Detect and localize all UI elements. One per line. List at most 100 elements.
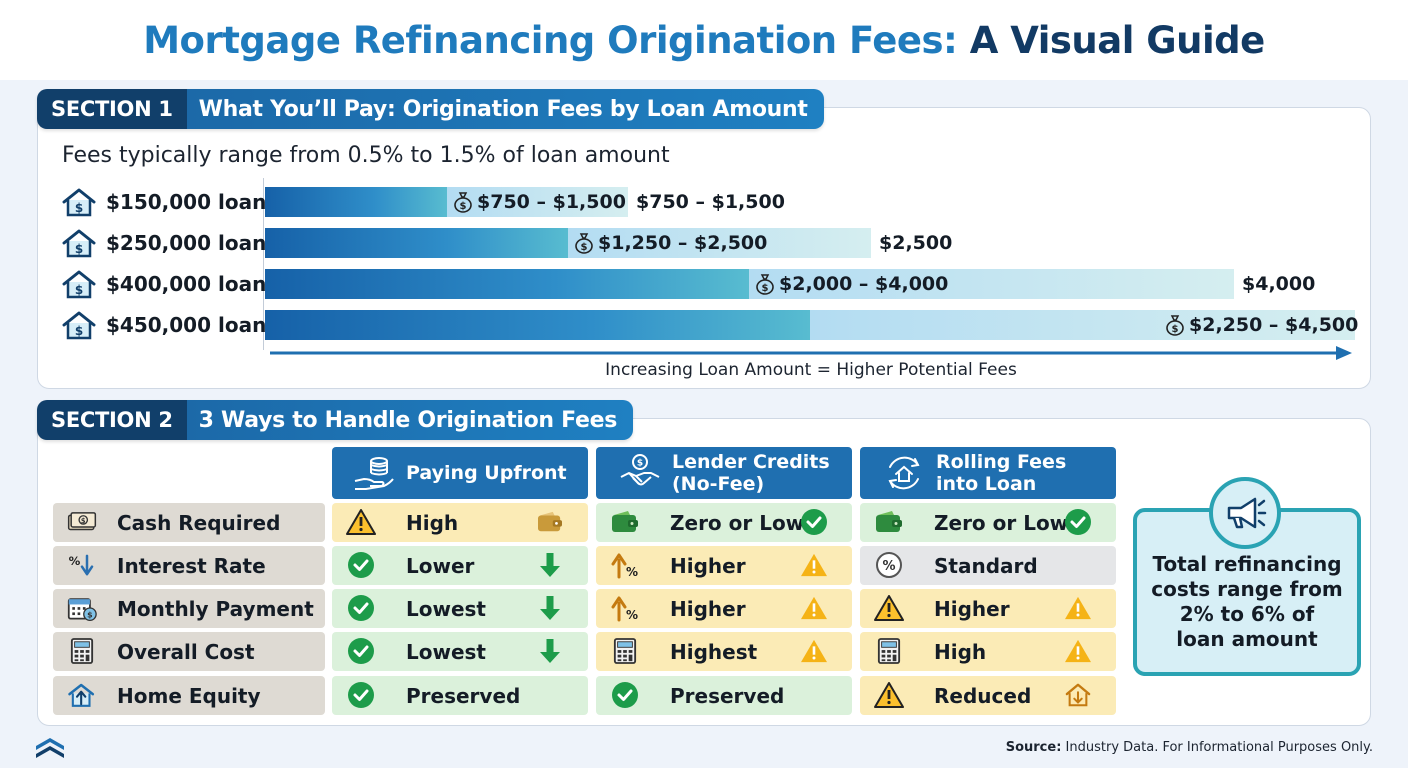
row-label-text: Cash Required [117,510,281,535]
fee-range-label: $ $2,250 – $4,500 [1165,310,1358,340]
row-label: % Interest Rate [53,546,325,585]
cell-value: Standard [934,553,1038,578]
cell-value: Reduced [934,683,1032,708]
source-label: Source: [1005,740,1062,755]
fee-bar-min [265,310,810,340]
percent-icon: % [874,550,904,580]
house-down-icon [1064,681,1092,709]
calculator-icon [874,636,904,666]
loan-amount-label: $400,000 loan [106,272,267,296]
fee-bar: $ $750 – $1,500 [265,187,628,217]
svg-text:$: $ [637,459,643,469]
row-label-text: Overall Cost [117,639,255,664]
check-icon [610,680,640,710]
loan-amount-label: $150,000 loan [106,190,267,214]
section1-number: SECTION 1 [37,89,187,129]
fee-max-label: $2,500 [879,232,953,254]
fee-bar-min [265,269,749,299]
cell-value: Lowest [406,596,486,621]
fee-bar-min [265,228,568,258]
row-label: $ Monthly Payment [53,589,325,628]
check-icon [346,550,376,580]
loan-row-label: $ $250,000 loan [60,228,266,258]
house-cycle-icon [882,453,926,493]
loan-row-label: $ $150,000 loan [60,187,266,217]
fee-range-text: $750 – $1,500 [477,191,626,213]
svg-text:$: $ [460,201,467,212]
fee-range-label: $ $2,000 – $4,000 [755,269,948,299]
percent-up-icon: % [610,550,640,580]
logo-icon [36,738,64,758]
alert-icon [1064,594,1092,622]
wallet-icon [874,507,904,537]
fee-range-label: $ $1,250 – $2,500 [574,228,767,258]
section2-tab: SECTION 2 3 Ways to Handle Origination F… [37,400,634,440]
comparison-cell: Lowest [332,589,588,628]
column-header: $ Lender Credits (No-Fee) [596,447,852,499]
svg-text:%: % [626,608,638,622]
page-title: Mortgage Refinancing Origination Fees: A… [143,19,1265,62]
warning-icon [874,593,904,623]
svg-text:%: % [626,565,638,579]
loan-row-label: $ $400,000 loan [60,269,266,299]
cell-value: Higher [670,596,746,621]
wallet-icon [536,508,564,536]
axis-caption: Increasing Loan Amount = Higher Potentia… [605,360,1017,380]
column-header-label: Rolling Fees into Loan [936,451,1067,495]
fee-bar-range [749,269,1234,299]
check-icon [800,508,828,536]
comparison-cell: % Higher [596,589,852,628]
warning-icon [346,507,376,537]
svg-text:$: $ [762,283,769,294]
cell-value: Lower [406,553,475,578]
arrow-down-icon [536,594,564,622]
section2-name: 3 Ways to Handle Origination Fees [186,400,634,440]
column-header: Rolling Fees into Loan [860,447,1116,499]
comparison-cell: Reduced [860,676,1116,715]
fee-max-label: $4,000 [1242,273,1316,295]
cell-value: High [934,639,987,664]
svg-text:$: $ [87,611,93,620]
fee-bar-range [447,187,628,217]
column-header-label: Lender Credits (No-Fee) [672,451,830,495]
fee-bar: $ $2,250 – $4,500 [265,310,1358,340]
alert-icon [800,551,828,579]
footer-source: Source: Industry Data. For Informational… [1006,740,1373,755]
house-dollar-icon: $ [60,187,98,217]
section1-name: What You’ll Pay: Origination Fees by Loa… [186,89,824,129]
fee-range-text: $1,250 – $2,500 [598,232,768,254]
title-band: Mortgage Refinancing Origination Fees: A… [0,0,1408,80]
column-header: Paying Upfront [332,447,588,499]
arrow-down-icon [536,551,564,579]
check-icon [1064,508,1092,536]
svg-text:$: $ [75,283,83,297]
callout-emphasis: 2% to 6% of [1179,602,1315,626]
warning-icon [874,680,904,710]
percent-up-icon: % [610,593,640,623]
arrow-down-icon [536,637,564,665]
fee-range-text: $2,250 – $4,500 [1189,314,1359,336]
house-dollar-icon: $ [60,228,98,258]
cell-value: Higher [934,596,1010,621]
column-header-label: Paying Upfront [406,462,567,484]
title-part-1: Mortgage Refinancing Origination Fees: [143,18,958,62]
title-part-2: A Visual Guide [969,18,1266,62]
cell-value: Lowest [406,639,486,664]
alert-icon [800,637,828,665]
row-label: $ Cash Required [53,503,325,542]
cell-value: Preserved [406,683,521,708]
fee-max-label: $750 – $1,500 [636,191,785,213]
alert-icon [1064,637,1092,665]
cell-value: Zero or Low [670,510,805,535]
fee-bar-range [568,228,871,258]
money-bag-icon: $ [755,273,775,295]
check-icon [346,636,376,666]
row-label: Overall Cost [53,632,325,671]
calculator-icon [610,636,640,666]
fee-bar-range [810,310,1355,340]
loan-row-label: $ $450,000 loan [60,310,266,340]
comparison-cell: % Higher [596,546,852,585]
comparison-cell: Lower [332,546,588,585]
cell-value: Highest [670,639,758,664]
svg-text:$: $ [75,242,83,256]
